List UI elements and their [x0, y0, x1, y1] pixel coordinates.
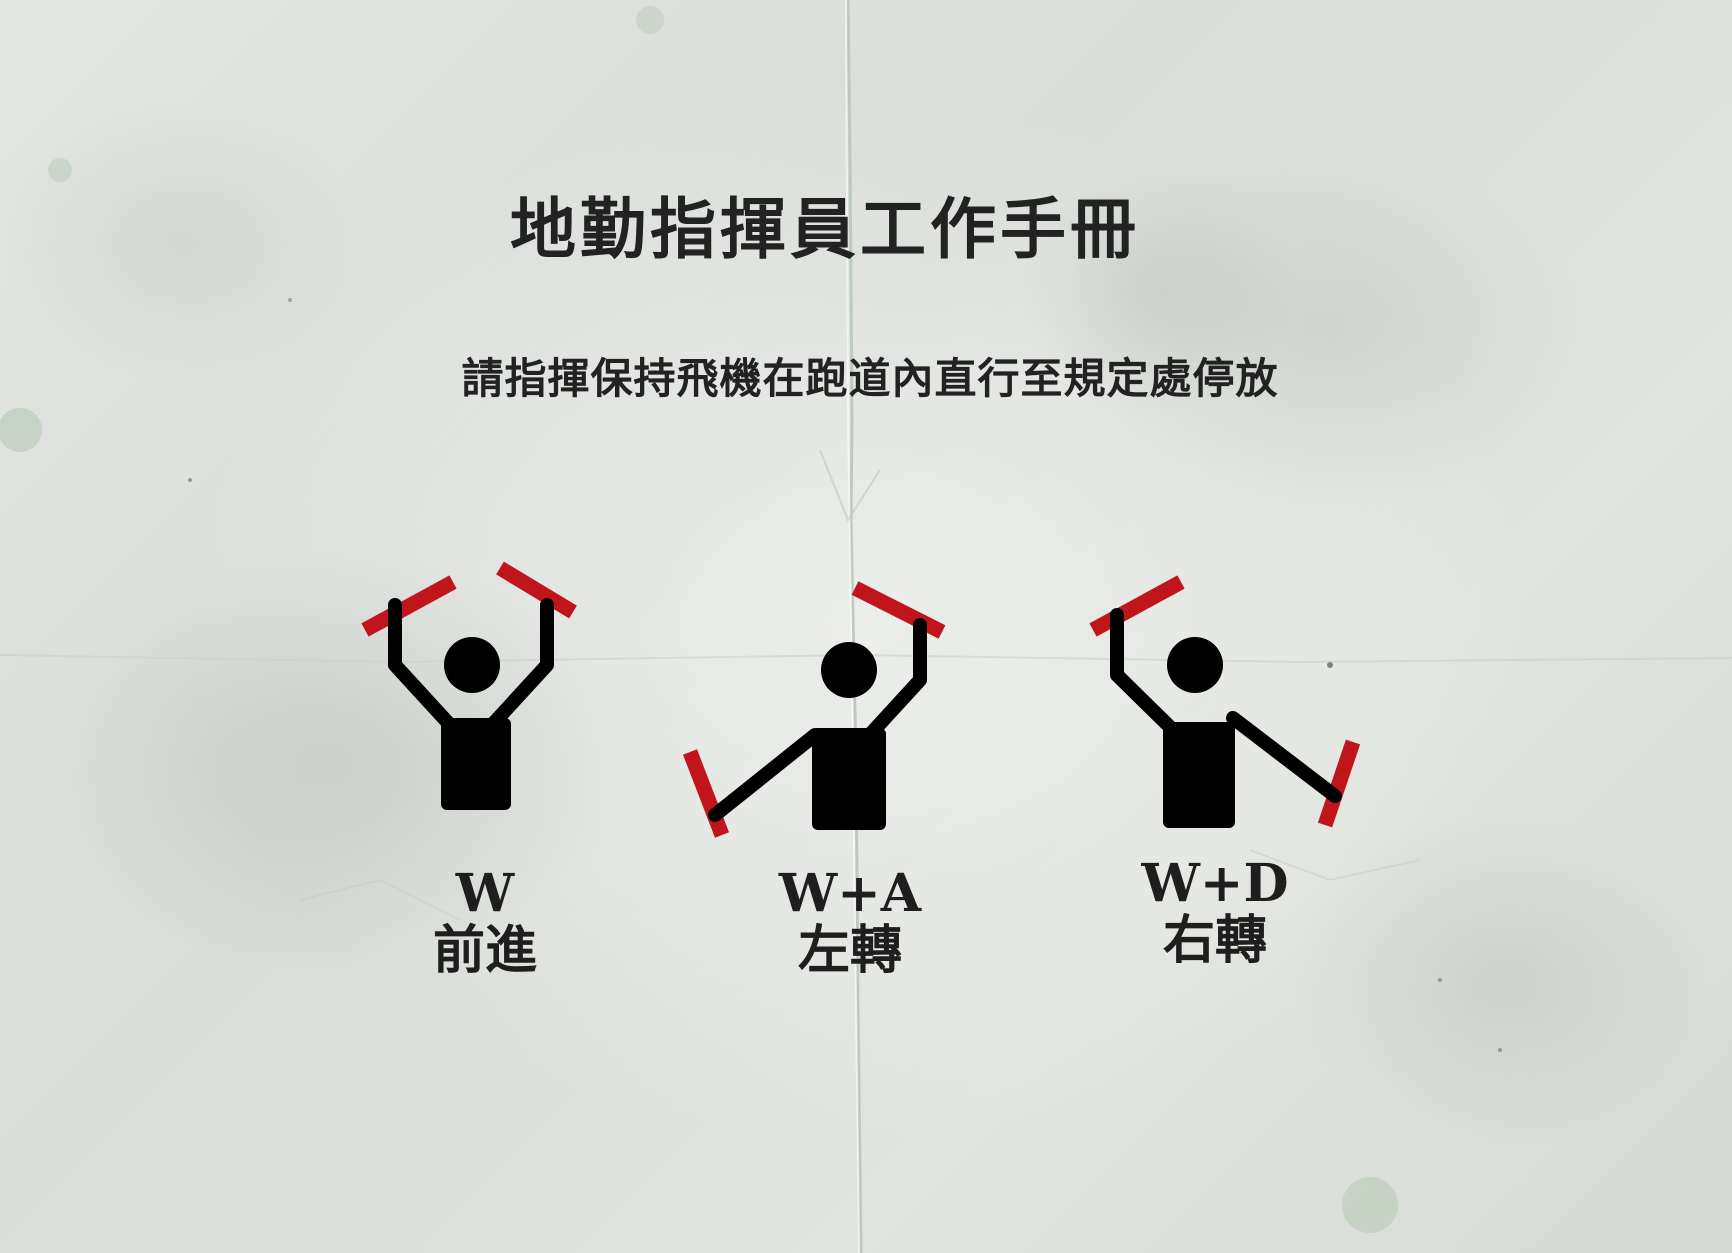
signal-forward-figure	[361, 561, 577, 810]
body	[1163, 722, 1235, 828]
head	[444, 637, 500, 693]
head	[821, 642, 877, 698]
arm-right	[485, 598, 554, 732]
arm-lowered	[1226, 711, 1342, 803]
signal-right-turn-caption: W+D 右轉	[1105, 856, 1325, 970]
baton-right	[496, 561, 577, 619]
baton-low	[683, 749, 729, 838]
baton-left	[361, 575, 457, 637]
manual-instruction: 請指揮保持飛機在跑道內直行至規定處停放	[461, 354, 1279, 403]
signal-right-turn-key: W+D	[1141, 853, 1289, 914]
baton-low	[1317, 739, 1361, 828]
head	[1167, 637, 1223, 693]
signal-left-turn-figure	[683, 581, 946, 838]
baton-top	[851, 581, 946, 639]
signal-right-turn-action: 右轉	[1162, 910, 1267, 971]
arm-raised	[858, 618, 927, 747]
signal-left-turn-caption: W+A 左轉	[740, 866, 960, 980]
signal-forward-caption: W 前進	[395, 866, 575, 980]
arm-raised	[1110, 608, 1180, 737]
body	[812, 728, 886, 830]
arm-lowered	[708, 728, 822, 822]
signal-right-turn-figure	[1089, 575, 1361, 828]
arm-left	[388, 598, 457, 732]
body	[441, 718, 511, 810]
signal-forward-action: 前進	[432, 920, 537, 981]
signal-left-turn-key: W+A	[778, 863, 922, 924]
signal-left-turn-action: 左轉	[797, 920, 902, 981]
baton-top	[1089, 575, 1185, 637]
manual-title: 地勤指揮員工作手冊	[510, 190, 1140, 268]
signal-forward-key: W	[455, 863, 515, 924]
